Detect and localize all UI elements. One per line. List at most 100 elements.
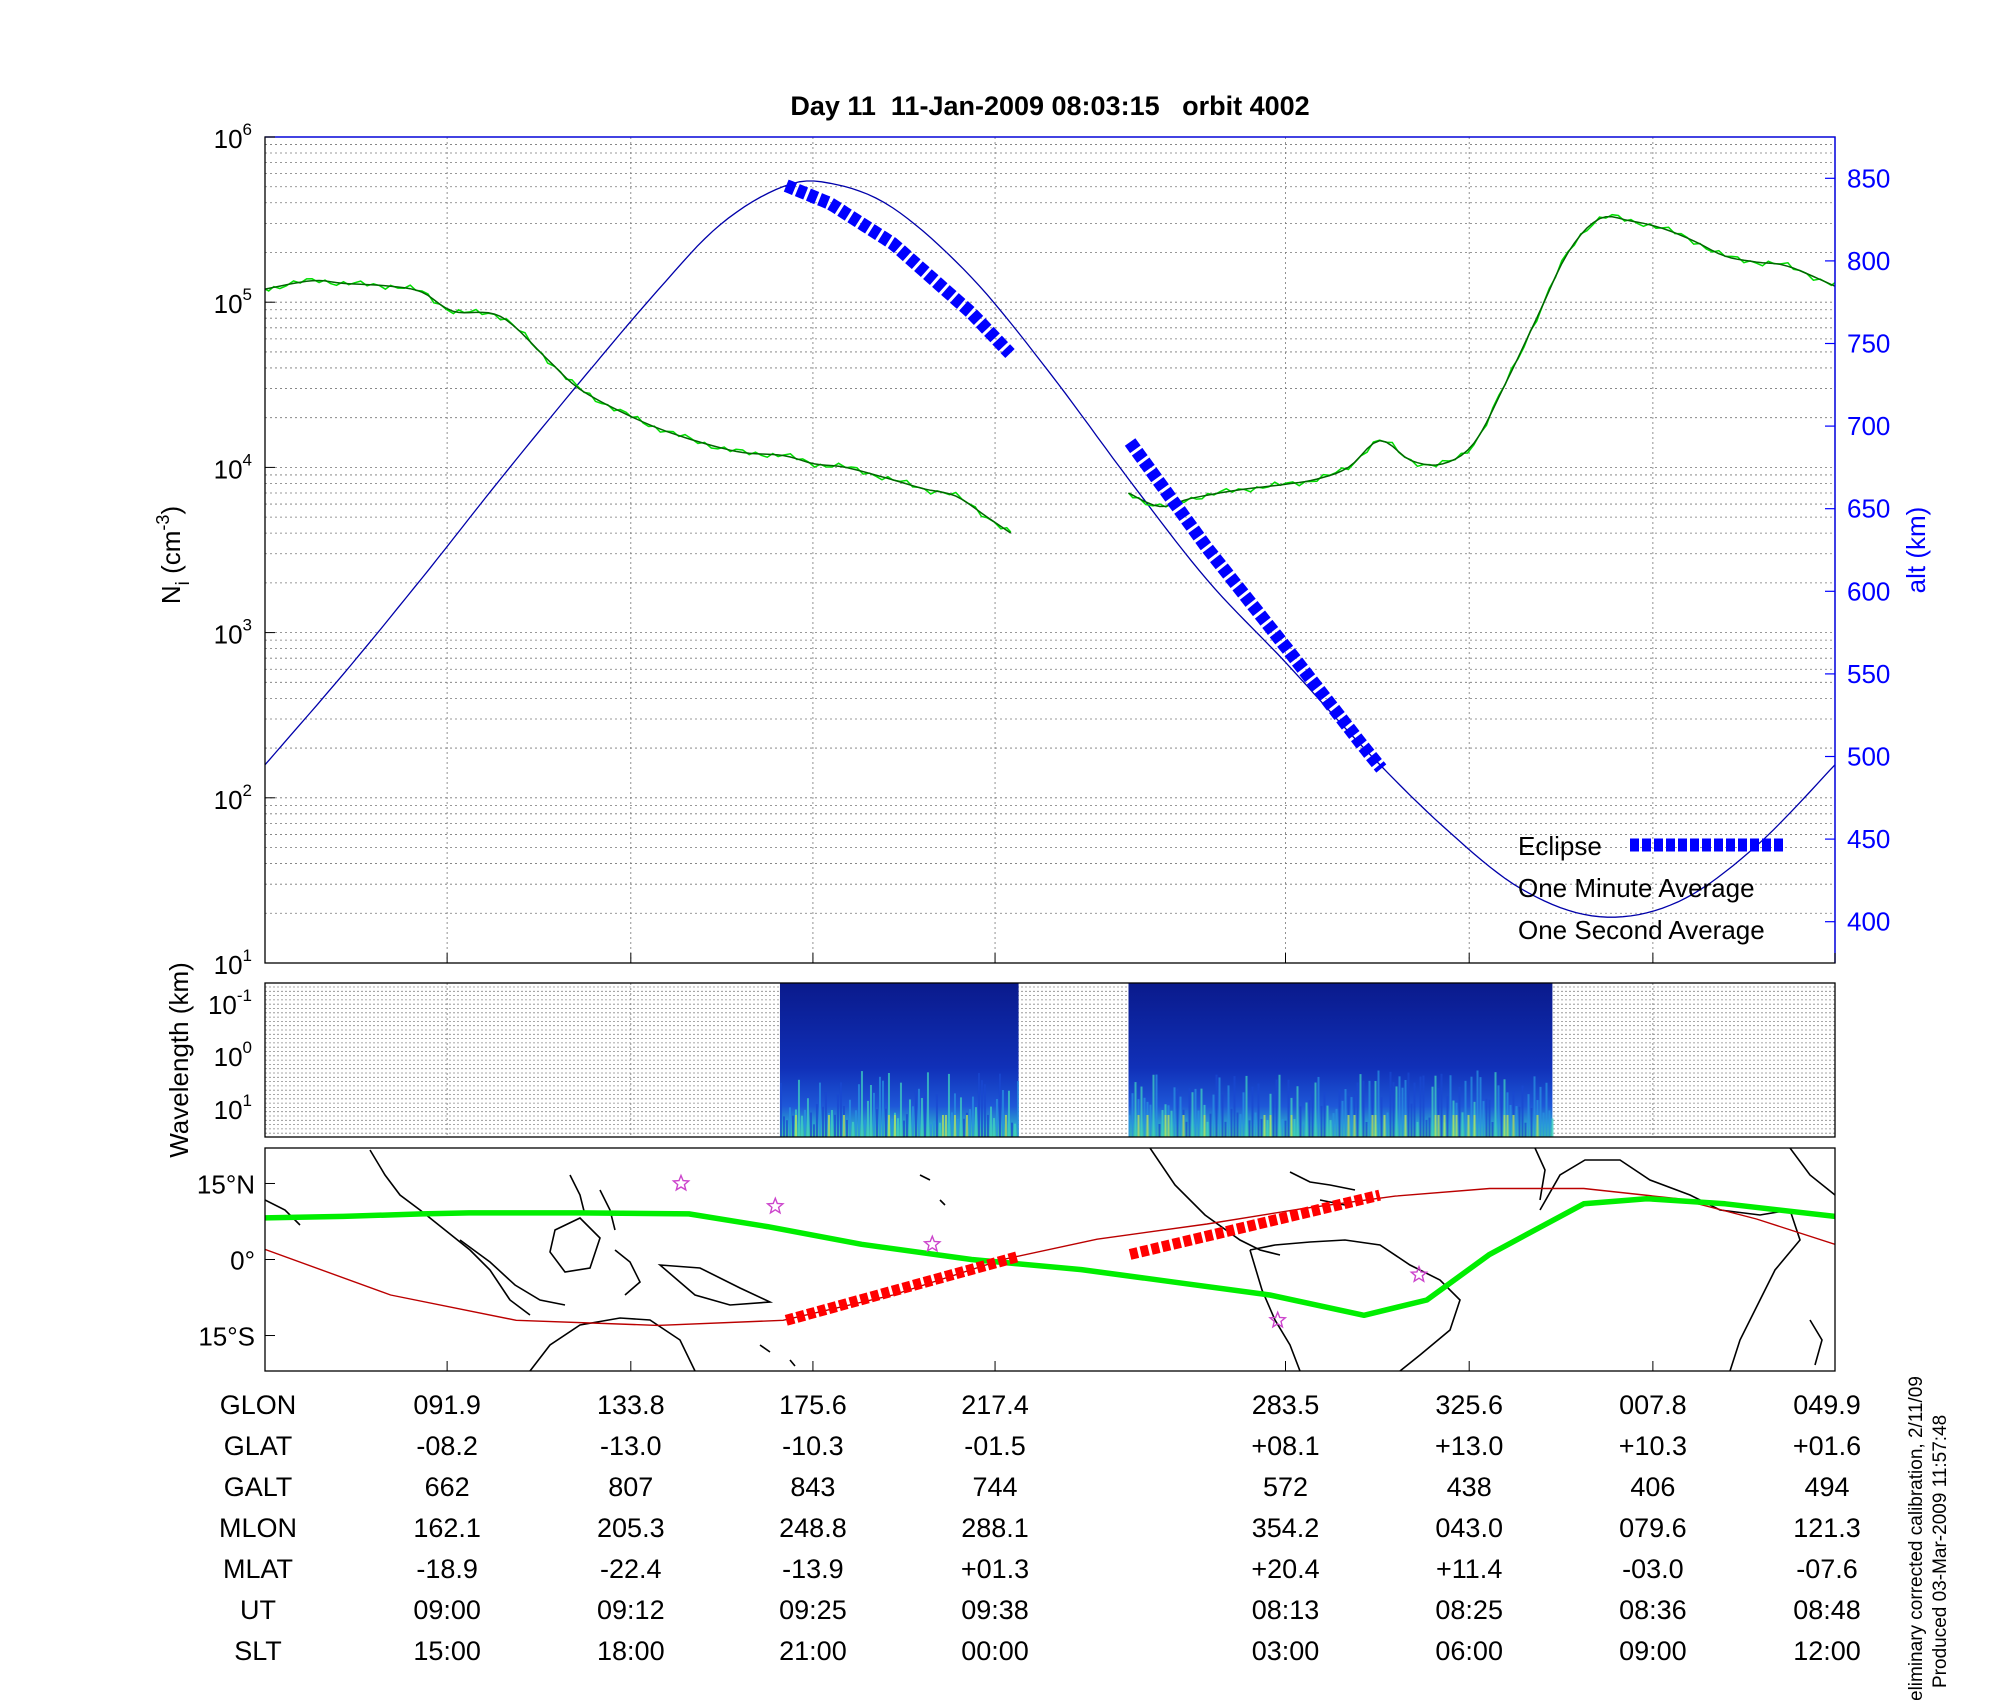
- spectrogram-column: [1440, 1073, 1443, 1137]
- spectrogram-hot-column: [1503, 1115, 1506, 1137]
- ground-track-panel: 15°N 0° 15°S: [197, 1147, 1836, 1372]
- coastline-pacific-islands: [759, 1174, 946, 1367]
- spectrogram-column: [1521, 1085, 1524, 1137]
- spectrogram-column: [947, 1073, 950, 1137]
- spectrogram-column: [1007, 1090, 1010, 1137]
- table-cell: +01.3: [961, 1554, 1029, 1584]
- spectrogram-column: [1329, 1120, 1332, 1137]
- spectrogram-column: [1335, 1108, 1338, 1137]
- spectrogram-column: [1449, 1075, 1452, 1137]
- density-tick-base: 10: [214, 785, 243, 815]
- spectrogram-column: [791, 1115, 794, 1137]
- table-cell: 843: [790, 1472, 835, 1502]
- latitude-tick-label: 0°: [230, 1246, 255, 1276]
- spectrogram-column: [818, 1082, 821, 1137]
- density-tick-label: 105: [214, 285, 252, 319]
- spectrogram-column: [809, 1112, 812, 1137]
- spectrogram-column: [1128, 1115, 1131, 1137]
- density-grid: [265, 137, 1835, 963]
- legend-one-minute-label: One Minute Average: [1518, 873, 1755, 903]
- table-cell: 08:13: [1252, 1595, 1320, 1625]
- spectrogram-hot-column: [1374, 1115, 1377, 1137]
- table-row-label: GALT: [224, 1472, 293, 1502]
- table-cell: 08:48: [1793, 1595, 1861, 1625]
- spectrogram-hot-column: [842, 1115, 845, 1137]
- spectrogram-hot-column: [965, 1115, 968, 1137]
- altitude-tick-label: 450: [1847, 824, 1890, 854]
- spectrogram-column: [1206, 1121, 1209, 1137]
- spectrogram-hot-column: [1290, 1115, 1293, 1137]
- spectrogram-tick-label: 100: [214, 1038, 252, 1072]
- spectrogram-hot-column: [941, 1115, 944, 1137]
- table-cell: -10.3: [782, 1431, 844, 1461]
- spectrogram-hot-column: [1443, 1115, 1446, 1137]
- density-axis-label-sub: i: [173, 581, 194, 585]
- spectrogram-column: [977, 1073, 980, 1137]
- spectrogram-tick-exponent: 0: [243, 1038, 252, 1057]
- spectrogram-column: [1239, 1114, 1242, 1137]
- spectrogram-column: [1434, 1075, 1437, 1137]
- table-cell: 175.6: [779, 1390, 847, 1420]
- spectrogram-column: [1140, 1086, 1143, 1137]
- spectrogram-hot-column: [1146, 1115, 1149, 1137]
- table-cell: 12:00: [1793, 1636, 1861, 1666]
- spectrogram-column: [815, 1104, 818, 1137]
- coastline-indonesia-sumatra: [459, 1239, 566, 1306]
- altitude-tick-label: 600: [1847, 576, 1890, 606]
- spectrogram-column: [1272, 1094, 1275, 1137]
- latitude-tick-label: 15°N: [197, 1169, 255, 1199]
- spectrogram-hot-column: [1452, 1115, 1455, 1137]
- spectrogram-column: [1479, 1077, 1482, 1137]
- spectrogram-column: [881, 1080, 884, 1137]
- table-cell: 744: [973, 1472, 1018, 1502]
- spectrogram-column: [866, 1100, 869, 1137]
- spectrogram-column: [905, 1114, 908, 1137]
- spectrogram-tick-label: 10-1: [208, 986, 252, 1020]
- spectrogram-column: [917, 1088, 920, 1137]
- spectrogram-column: [1260, 1118, 1263, 1137]
- density-one-minute-line: [264, 279, 1012, 534]
- spectrogram-column: [1173, 1087, 1176, 1137]
- spectrogram-column: [1380, 1097, 1383, 1137]
- spectrogram-hot-column: [1404, 1115, 1407, 1137]
- spectrogram-column: [1392, 1082, 1395, 1137]
- spectrogram-column: [929, 1124, 932, 1137]
- table-row-label: GLON: [220, 1390, 297, 1420]
- spectrogram-column: [1344, 1089, 1347, 1137]
- spectrogram-hot-column: [1455, 1115, 1458, 1137]
- coastline-southeast-asia: [369, 1149, 531, 1316]
- density-tick-exponent: 5: [243, 285, 252, 304]
- spectrogram-column: [923, 1091, 926, 1137]
- coastline-philippines: [569, 1174, 616, 1231]
- spectrogram-hot-column: [953, 1115, 956, 1137]
- footnote-calibration: Preliminary corrected calibration, 2/11/…: [1906, 1376, 1927, 1700]
- spectrogram-column: [1230, 1108, 1233, 1137]
- table-cell: 133.8: [597, 1390, 665, 1420]
- spectrogram-column: [821, 1106, 824, 1137]
- spectrogram-hot-column: [794, 1115, 797, 1137]
- spectrogram-column: [1236, 1112, 1239, 1137]
- spectrogram-column: [986, 1114, 989, 1137]
- spectrogram-column: [1266, 1120, 1269, 1137]
- spectrogram-column: [824, 1092, 827, 1137]
- spectrogram-column: [1410, 1103, 1413, 1137]
- spectrogram-column: [863, 1119, 866, 1137]
- table-cell: 217.4: [961, 1390, 1029, 1420]
- table-cell: 09:25: [779, 1595, 847, 1625]
- spectrogram-tick-base: 10: [208, 990, 237, 1020]
- spectrogram-column: [1212, 1094, 1215, 1137]
- density-tick-label: 103: [214, 616, 252, 650]
- spectrogram-column: [854, 1110, 857, 1137]
- spectrogram-column: [1293, 1119, 1296, 1137]
- spectrogram-column: [1374, 1080, 1377, 1137]
- spectrogram-column: [1341, 1100, 1344, 1137]
- table-cell: -08.2: [416, 1431, 478, 1461]
- spectrogram-column: [1305, 1102, 1308, 1137]
- spectrogram-hot-column: [1203, 1115, 1206, 1137]
- spectrogram-column: [1221, 1094, 1224, 1137]
- spectrogram-column: [1134, 1082, 1137, 1137]
- spectrogram-column: [869, 1084, 872, 1137]
- spectrogram-column: [1338, 1089, 1341, 1137]
- spectrogram-column: [1365, 1122, 1368, 1137]
- density-panel: 1011021031041051064004505005506006507007…: [153, 120, 1931, 980]
